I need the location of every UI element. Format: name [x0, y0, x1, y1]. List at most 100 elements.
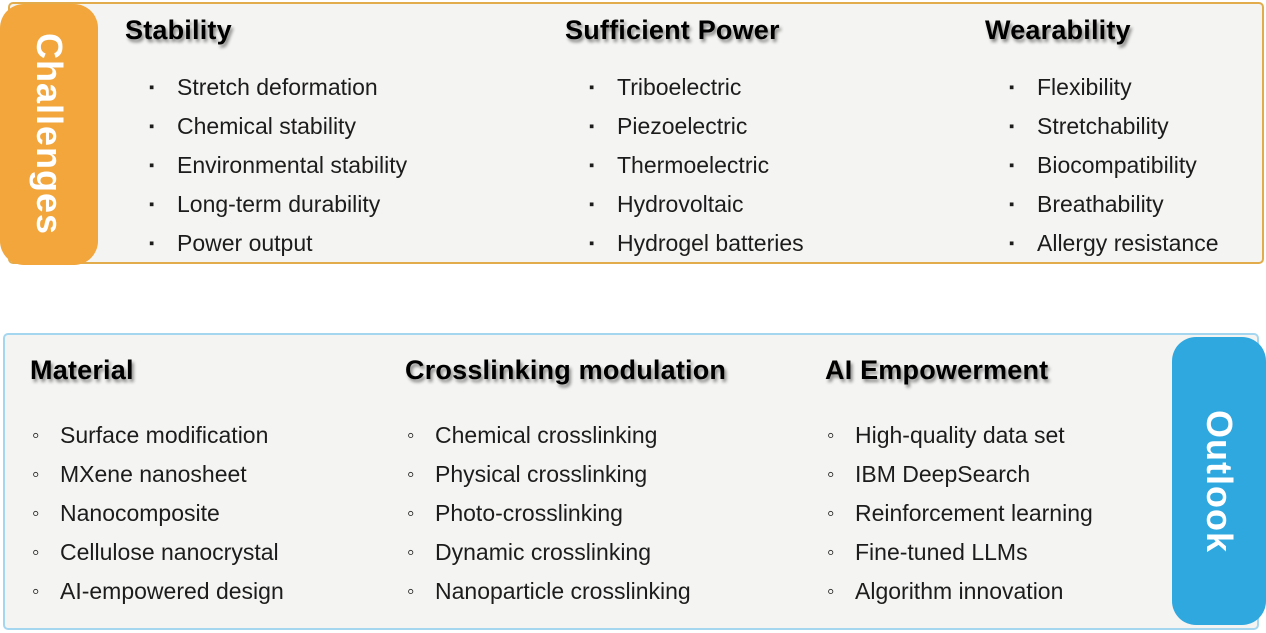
circle-bullet-icon: ◦ [407, 540, 415, 564]
crosslinking-modulation-list: ◦ Chemical crosslinking ◦ Physical crossli… [405, 416, 825, 611]
square-bullet-icon: ▪ [589, 235, 595, 252]
square-bullet-icon: ▪ [1009, 79, 1015, 96]
list-item: ◦ Algorithm innovation [827, 572, 1257, 611]
outlook-tab-label: Outlook [1199, 409, 1240, 553]
wearability-list: ▪ Flexibility ▪ Stretchability ▪ Biocompati… [985, 68, 1262, 263]
list-item: ◦ Dynamic crosslinking [407, 533, 825, 572]
circle-bullet-icon: ◦ [32, 423, 40, 447]
column-wearability: Wearability ▪ Flexibility ▪ Stretchability… [985, 4, 1262, 262]
list-item-label: Triboelectric [617, 74, 742, 100]
list-item: ◦ Reinforcement learning [827, 494, 1257, 533]
circle-bullet-icon: ◦ [827, 540, 835, 564]
list-item: ▪ Hydrovoltaic [587, 185, 985, 224]
circle-bullet-icon: ◦ [827, 579, 835, 603]
list-item: ▪ Hydrogel batteries [587, 224, 985, 263]
list-item: ◦ Physical crosslinking [407, 455, 825, 494]
list-item: ▪ Biocompatibility [1007, 146, 1262, 185]
column-stability: Stability ▪ Stretch deformation ▪ Chemical… [125, 4, 565, 262]
list-item: ▪ Piezoelectric [587, 107, 985, 146]
list-item: ◦ Photo-crosslinking [407, 494, 825, 533]
list-item: ▪ Stretch deformation [147, 68, 565, 107]
column-heading: Crosslinking modulation [405, 355, 727, 385]
list-item-label: Flexibility [1037, 74, 1132, 100]
challenges-tab-label: Challenges [29, 33, 70, 236]
list-item-label: Algorithm innovation [855, 578, 1064, 604]
circle-bullet-icon: ◦ [827, 501, 835, 525]
column-ai-empowerment: AI Empowerment ◦ High-quality data set ◦ I… [825, 335, 1257, 628]
list-item-label: Breathability [1037, 191, 1164, 217]
stability-list: ▪ Stretch deformation ▪ Chemical stability… [125, 68, 565, 263]
list-item-label: Chemical stability [177, 113, 356, 139]
list-item-label: IBM DeepSearch [855, 461, 1031, 487]
column-heading: Stability [125, 15, 232, 45]
challenges-tab: Challenges [0, 4, 98, 265]
list-item-label: Physical crosslinking [435, 461, 648, 487]
list-item: ▪ Triboelectric [587, 68, 985, 107]
circle-bullet-icon: ◦ [32, 462, 40, 486]
list-item: ▪ Power output [147, 224, 565, 263]
list-item-label: Photo-crosslinking [435, 500, 623, 526]
list-item: ◦ Fine-tuned LLMs [827, 533, 1257, 572]
list-item-label: Nanocomposite [60, 500, 220, 526]
list-item: ◦ Surface modification [32, 416, 405, 455]
column-crosslinking-modulation: Crosslinking modulation ◦ Chemical crossl… [405, 335, 825, 628]
list-item: ◦ High-quality data set [827, 416, 1257, 455]
square-bullet-icon: ▪ [149, 118, 155, 135]
sufficient-power-list: ▪ Triboelectric ▪ Piezoelectric ▪ Thermoele… [565, 68, 985, 263]
list-item: ▪ Environmental stability [147, 146, 565, 185]
column-sufficient-power: Sufficient Power ▪ Triboelectric ▪ Piezoel… [565, 4, 985, 262]
square-bullet-icon: ▪ [1009, 118, 1015, 135]
list-item-label: Power output [177, 230, 313, 256]
list-item: ◦ AI-empowered design [32, 572, 405, 611]
list-item-label: Fine-tuned LLMs [855, 539, 1028, 565]
list-item: ◦ Cellulose nanocrystal [32, 533, 405, 572]
outlook-panel: Material ◦ Surface modification ◦ MXene na… [3, 333, 1259, 630]
square-bullet-icon: ▪ [1009, 196, 1015, 213]
circle-bullet-icon: ◦ [407, 579, 415, 603]
list-item-label: Reinforcement learning [855, 500, 1093, 526]
list-item: ▪ Flexibility [1007, 68, 1262, 107]
circle-bullet-icon: ◦ [32, 579, 40, 603]
list-item-label: High-quality data set [855, 422, 1065, 448]
list-item-label: Surface modification [60, 422, 269, 448]
square-bullet-icon: ▪ [589, 157, 595, 174]
list-item: ▪ Breathability [1007, 185, 1262, 224]
square-bullet-icon: ▪ [1009, 157, 1015, 174]
column-heading: Wearability [985, 15, 1131, 45]
list-item-label: Hydrovoltaic [617, 191, 744, 217]
list-item: ◦ Nanocomposite [32, 494, 405, 533]
column-heading: Material [30, 355, 134, 385]
list-item-label: Nanoparticle crosslinking [435, 578, 691, 604]
list-item: ▪ Long-term durability [147, 185, 565, 224]
list-item-label: AI-empowered design [60, 578, 284, 604]
outlook-panel-body: Material ◦ Surface modification ◦ MXene na… [5, 335, 1257, 628]
square-bullet-icon: ▪ [149, 196, 155, 213]
challenges-panel: Stability ▪ Stretch deformation ▪ Chemical… [8, 2, 1264, 264]
circle-bullet-icon: ◦ [827, 462, 835, 486]
list-item-label: Dynamic crosslinking [435, 539, 652, 565]
square-bullet-icon: ▪ [149, 157, 155, 174]
list-item-label: Biocompatibility [1037, 152, 1197, 178]
circle-bullet-icon: ◦ [407, 462, 415, 486]
circle-bullet-icon: ◦ [827, 423, 835, 447]
list-item-label: Environmental stability [177, 152, 408, 178]
square-bullet-icon: ▪ [589, 79, 595, 96]
column-heading: Sufficient Power [565, 15, 780, 45]
list-item-label: Piezoelectric [617, 113, 748, 139]
list-item: ▪ Thermoelectric [587, 146, 985, 185]
list-item: ▪ Stretchability [1007, 107, 1262, 146]
list-item-label: Hydrogel batteries [617, 230, 804, 256]
square-bullet-icon: ▪ [1009, 235, 1015, 252]
list-item-label: Stretch deformation [177, 74, 378, 100]
list-item-label: Thermoelectric [617, 152, 770, 178]
list-item: ◦ IBM DeepSearch [827, 455, 1257, 494]
square-bullet-icon: ▪ [149, 79, 155, 96]
material-list: ◦ Surface modification ◦ MXene nanosheet ◦… [30, 416, 405, 611]
outlook-tab: Outlook [1172, 337, 1266, 625]
column-heading: AI Empowerment [825, 355, 1049, 385]
circle-bullet-icon: ◦ [32, 540, 40, 564]
column-material: Material ◦ Surface modification ◦ MXene na… [30, 335, 405, 628]
list-item-label: MXene nanosheet [60, 461, 247, 487]
list-item-label: Chemical crosslinking [435, 422, 658, 448]
circle-bullet-icon: ◦ [32, 501, 40, 525]
